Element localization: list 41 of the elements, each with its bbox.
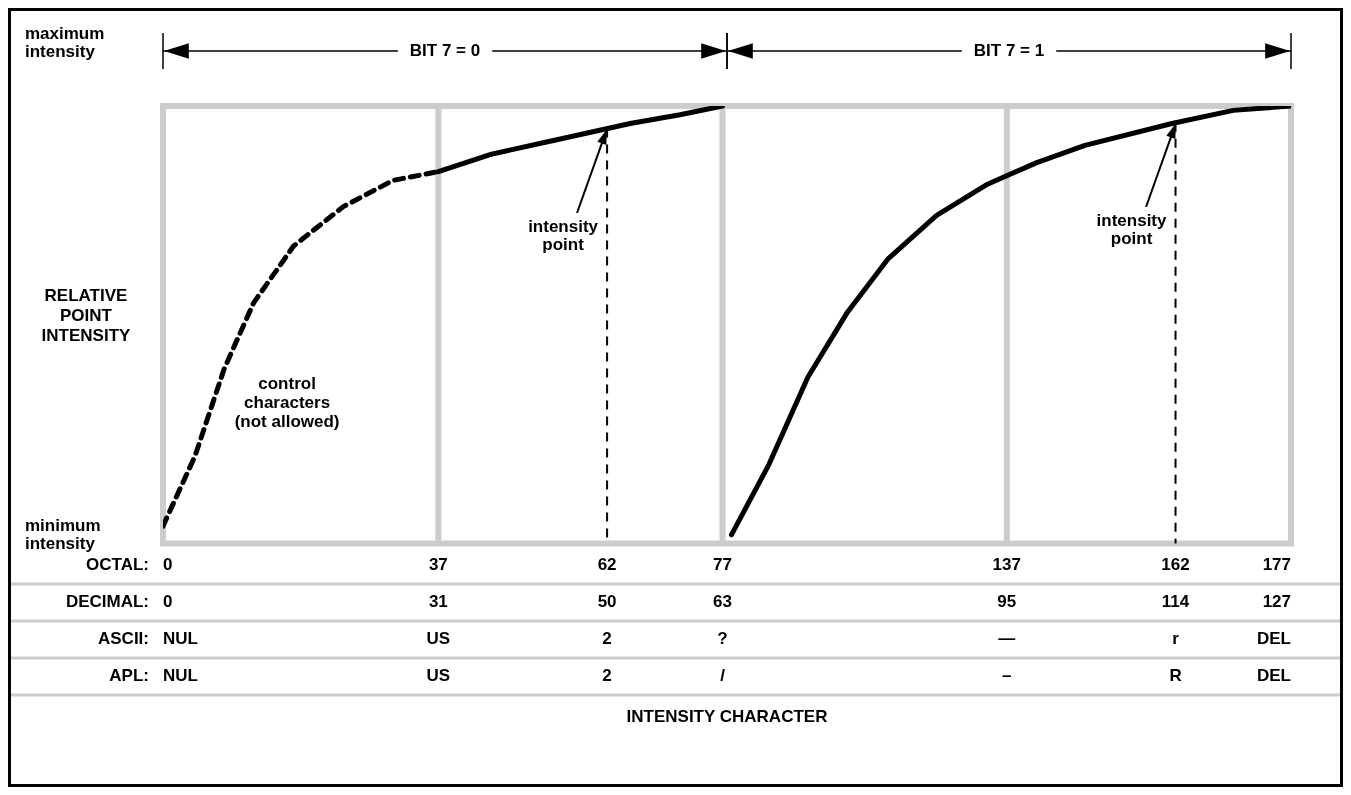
- x-tick-label: 95: [997, 592, 1017, 612]
- text: /: [720, 666, 726, 686]
- text: US: [426, 666, 451, 686]
- x-tick-label: 50: [597, 592, 617, 612]
- text: BIT 7 = 0: [409, 40, 481, 60]
- text: APL:: [109, 666, 149, 686]
- text: 2: [602, 666, 612, 686]
- text: 162: [1161, 555, 1190, 575]
- x-tick-label: 63: [713, 592, 733, 612]
- text: NUL: [163, 629, 198, 649]
- x-tick-label: 31: [428, 592, 448, 612]
- text: 62: [597, 555, 617, 575]
- x-tick-label: 0: [163, 592, 173, 612]
- text: r: [1172, 629, 1180, 649]
- text: INTENSITY CHARACTER: [626, 707, 828, 727]
- text: 37: [428, 555, 448, 575]
- text: ?: [717, 629, 728, 649]
- text: ASCII:: [98, 629, 149, 649]
- annotation: intensity point: [528, 217, 599, 255]
- text: DEL: [1257, 629, 1291, 649]
- x-tick-label: 114: [1161, 592, 1190, 612]
- text: 2: [602, 629, 612, 649]
- text: R: [1169, 666, 1182, 686]
- text: NUL: [163, 666, 198, 686]
- text: DECIMAL:: [65, 592, 149, 612]
- text: BIT 7 = 1: [973, 40, 1045, 60]
- text: 77: [713, 555, 733, 575]
- x-tick-label: 127: [1262, 592, 1291, 612]
- text: maximum intensity: [25, 23, 105, 61]
- text: OCTAL:: [86, 555, 149, 575]
- text: 0: [163, 555, 173, 575]
- text: minimum intensity: [25, 516, 101, 554]
- annotation: intensity point: [1096, 211, 1168, 249]
- text: –: [1002, 666, 1012, 686]
- text: —: [998, 629, 1016, 649]
- annotation: control characters (not allowed): [234, 374, 340, 432]
- text: DEL: [1257, 666, 1291, 686]
- y-axis-title: RELATIVE POINT INTENSITY: [41, 285, 132, 345]
- text: US: [426, 629, 451, 649]
- text: 137: [992, 555, 1021, 575]
- text: 177: [1262, 555, 1291, 575]
